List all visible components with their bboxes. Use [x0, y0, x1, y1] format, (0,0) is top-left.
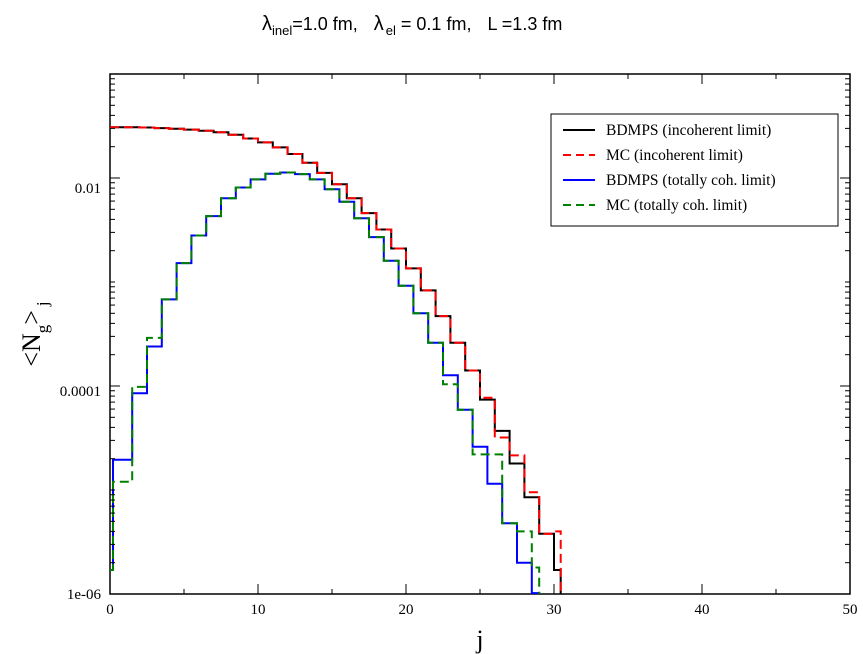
chart-title: λinel=1.0 fm, λ el = 0.1 fm, L =1.3 fm — [262, 13, 562, 38]
y-label-close: > — [17, 310, 46, 325]
y-label-sub-g: g — [33, 324, 52, 333]
y-label-main: <N — [17, 333, 46, 367]
y-label-sub-j: j — [33, 301, 52, 307]
series-layer — [110, 126, 562, 595]
legend-label: MC (incoherent limit) — [606, 147, 743, 164]
title-inel-sub: inel — [272, 23, 292, 38]
title-lambda-el: λ — [374, 13, 384, 35]
x-tick-labels: 0 10 20 30 40 50 — [106, 602, 857, 618]
legend: BDMPS (incoherent limit) MC (incoherent … — [550, 113, 839, 227]
x-tick-label: 20 — [399, 602, 414, 618]
series-line-1 — [110, 126, 562, 594]
legend-box — [550, 113, 839, 227]
svg-text:<Ng>j: <Ng> j — [17, 301, 52, 366]
title-inel-value: =1.0 fm, — [292, 14, 358, 34]
x-tick-label: 40 — [695, 602, 710, 618]
title-lambda-inel: λ — [262, 13, 272, 35]
legend-label: BDMPS (totally coh. limit) — [606, 172, 776, 189]
title-el-value: = 0.1 fm, — [396, 14, 472, 34]
y-tick-label: 1e-06 — [67, 587, 102, 603]
x-tick-label: 30 — [547, 602, 562, 618]
title-L-value: L =1.3 fm — [487, 14, 562, 34]
legend-label: BDMPS (incoherent limit) — [606, 122, 771, 139]
x-tick-label: 10 — [251, 602, 266, 618]
x-axis-label: j — [475, 625, 483, 654]
legend-label: MC (totally coh. limit) — [606, 197, 747, 214]
y-tick-label: 0.01 — [75, 181, 101, 197]
x-tick-label: 50 — [843, 602, 858, 618]
y-tick-label: 0.0001 — [60, 384, 101, 400]
y-tick-labels: 1e-06 0.0001 0.01 — [60, 181, 102, 603]
x-tick-label: 0 — [106, 602, 114, 618]
series-line-0 — [110, 126, 562, 594]
title-el-sub: el — [386, 23, 396, 38]
y-axis-label: <Ng> j — [17, 301, 52, 366]
series-line-3 — [110, 171, 541, 594]
tick-layer — [109, 74, 851, 595]
series-line-2 — [110, 171, 541, 595]
